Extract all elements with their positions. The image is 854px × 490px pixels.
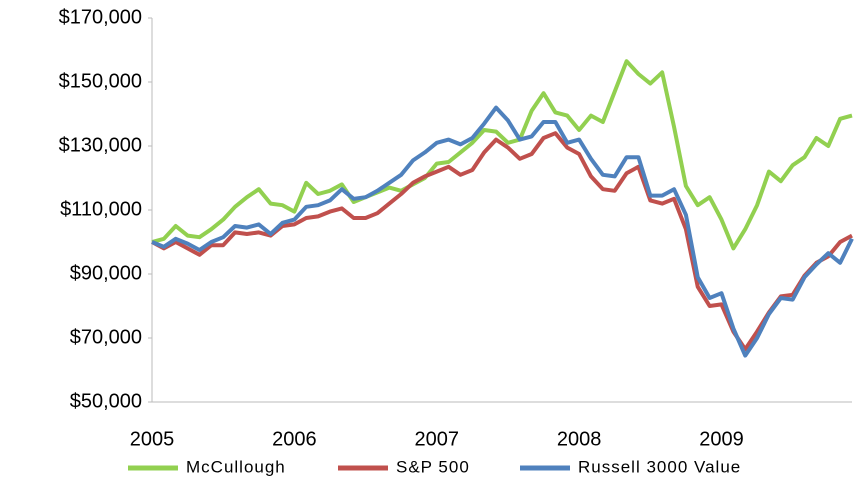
series-line	[151, 131, 853, 352]
x-tick-label: 2006	[272, 428, 317, 450]
y-tick-label: $70,000	[70, 326, 142, 348]
x-tick-label: 2007	[414, 428, 459, 450]
y-tick-label: $130,000	[59, 134, 142, 156]
y-tick-label: $170,000	[59, 6, 142, 28]
series-line	[151, 59, 853, 251]
y-tick-label: $150,000	[59, 70, 142, 92]
x-tick-label: 2008	[557, 428, 602, 450]
legend-label: S&P 500	[396, 457, 470, 476]
y-tick-label: $110,000	[60, 198, 142, 220]
x-tick-label: 2005	[130, 428, 175, 450]
y-tick-label: $50,000	[70, 390, 142, 412]
y-tick-label: $90,000	[70, 262, 142, 284]
legend-label: Russell 3000 Value	[578, 457, 741, 476]
series-line	[151, 105, 854, 358]
legend-label: McCullough	[186, 457, 286, 476]
x-tick-label: 2009	[699, 428, 744, 450]
